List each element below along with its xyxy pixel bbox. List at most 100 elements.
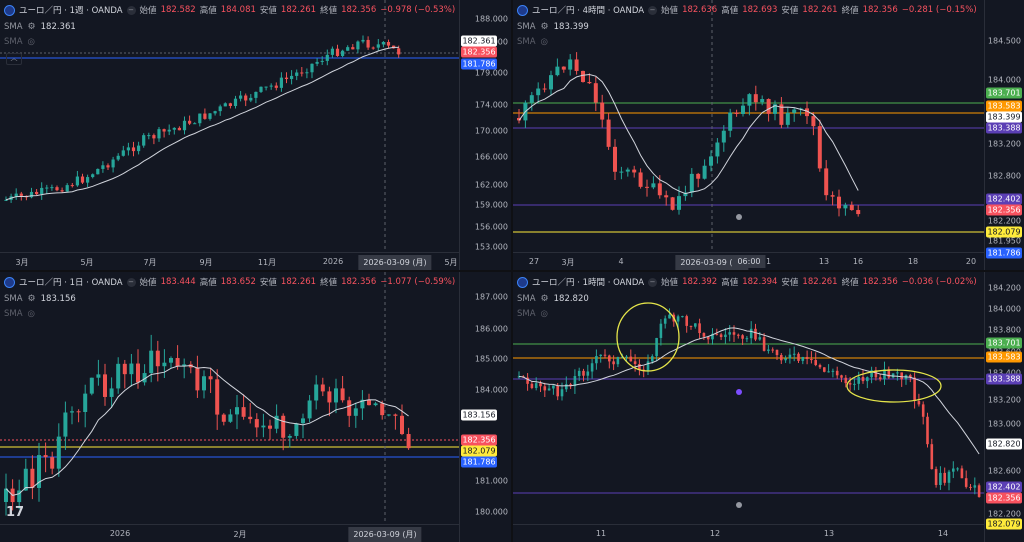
sma-indicator-row-2[interactable]: SMA ◎ — [4, 37, 35, 47]
price-tick-label: 166.000 — [474, 152, 508, 162]
candlestick-chart-4h[interactable] — [513, 0, 984, 252]
currency-flag-icon — [517, 276, 528, 288]
candle-body — [106, 165, 110, 168]
candle-body — [307, 400, 312, 419]
candle-body — [696, 173, 701, 179]
time-axis-daily[interactable]: 2026 2月 2026-03-09 (月) — [0, 524, 459, 542]
candle-body — [587, 81, 592, 84]
candle-body — [573, 376, 577, 387]
chart-pane-4h[interactable]: ユーロ／円 · 4時間 · OANDA − 始値 182.636 高値 182.69… — [513, 0, 1024, 270]
candles-group — [4, 334, 411, 516]
settings-gear-icon[interactable]: ⚙ — [27, 294, 36, 304]
candle-body — [381, 42, 385, 45]
candle-body — [147, 135, 151, 137]
sma-indicator-row-2[interactable]: SMA ◎ — [4, 309, 35, 319]
candle-body — [773, 104, 777, 114]
price-tick-label: 183.200 — [987, 139, 1021, 149]
candle-body — [771, 349, 774, 351]
time-tick-label: 27 — [528, 257, 540, 266]
candle-body — [60, 190, 64, 192]
candle-body — [86, 177, 90, 183]
eye-hidden-icon[interactable]: ◎ — [27, 37, 35, 47]
change-value: −0.281 (−0.15%) — [901, 5, 977, 15]
candle-body — [689, 325, 693, 327]
price-tick-label: 185.000 — [474, 354, 508, 364]
sma-indicator-row[interactable]: SMA ⚙ 182.361 — [4, 22, 76, 32]
collapse-legend-button[interactable]: ︿ — [6, 53, 22, 65]
sma-indicator-row[interactable]: SMA ⚙ 183.156 — [4, 294, 76, 304]
settings-gear-icon[interactable]: ⚙ — [27, 22, 36, 32]
sma-indicator-row-2[interactable]: SMA ◎ — [517, 309, 548, 319]
candle-body — [264, 86, 268, 88]
candle-body — [574, 59, 579, 71]
symbol-title[interactable]: ユーロ／円 · 4時間 · OANDA — [532, 6, 645, 16]
candle-body — [840, 375, 843, 378]
candle-body — [346, 47, 350, 51]
candle-body — [152, 135, 156, 139]
symbol-title[interactable]: ユーロ／円 · 1週 · OANDA — [19, 6, 123, 16]
candlestick-chart-1h[interactable] — [513, 272, 984, 524]
candle-body — [866, 377, 869, 382]
price-tick-label: 182.800 — [987, 171, 1021, 181]
symbol-title[interactable]: ユーロ／円 · 1時間 · OANDA — [532, 278, 645, 288]
candle-body — [874, 370, 878, 378]
price-tag: 182.079 — [986, 518, 1022, 530]
price-axis-weekly[interactable]: 188.000184.000179.000174.000170.000166.0… — [459, 0, 511, 270]
price-tick-label: 184.200 — [987, 283, 1021, 293]
candle-body — [203, 113, 207, 119]
time-axis-4h[interactable]: 273月4611131618202026-03-09 (月)06:00 — [513, 252, 984, 270]
eye-hidden-icon[interactable]: ◎ — [27, 309, 35, 319]
chart-pane-1h[interactable]: ユーロ／円 · 1時間 · OANDA − 始値 182.392 高値 182.39… — [513, 272, 1024, 542]
sma-indicator-row-2[interactable]: SMA ◎ — [517, 37, 548, 47]
price-axis-daily[interactable]: 187.000 186.000 185.000 184.000 181.000 180.0… — [459, 272, 511, 542]
candle-body — [930, 444, 934, 470]
sma-indicator-row[interactable]: SMA ⚙ 182.820 — [517, 294, 589, 304]
candle-body — [741, 105, 745, 114]
candlestick-chart-daily[interactable] — [0, 272, 459, 524]
chart-pane-weekly[interactable]: ユーロ／円 · 1週 · OANDA − 始値 182.582 高値 184.081… — [0, 0, 511, 270]
candle-body — [406, 434, 411, 449]
chart-pane-daily[interactable]: ユーロ／円 · 1日 · OANDA − 始値 183.444 高値 183.652… — [0, 272, 511, 542]
candle-body — [177, 127, 181, 131]
candles-group — [517, 308, 981, 498]
price-tag: 183.399 — [986, 111, 1022, 123]
time-axis-weekly[interactable]: 3月 5月 7月 9月 11月 2026 5月 2026-03-09 (月) — [0, 252, 459, 270]
time-tick-label: 2026 — [109, 529, 131, 538]
candle-body — [719, 334, 723, 338]
candle-body — [109, 388, 114, 397]
settings-gear-icon[interactable]: ⚙ — [540, 294, 549, 304]
price-tag: 183.583 — [986, 100, 1022, 112]
candlestick-chart-weekly[interactable] — [0, 0, 459, 252]
price-axis-1h[interactable]: 184.200184.000183.800183.600183.400183.2… — [984, 272, 1024, 542]
symbol-title[interactable]: ユーロ／円 · 1日 · OANDA — [19, 278, 123, 288]
candle-body — [586, 371, 590, 376]
candle-body — [788, 354, 792, 359]
tradingview-logo[interactable]: 17 — [6, 505, 25, 520]
settings-gear-icon[interactable]: ⚙ — [540, 22, 549, 32]
candle-body — [657, 183, 662, 196]
price-tick-label: 183.400 — [988, 369, 1021, 378]
candle-body — [715, 142, 720, 157]
candle-body — [830, 195, 835, 197]
candle-body — [56, 436, 61, 469]
sma-indicator-row[interactable]: SMA ⚙ 183.399 — [517, 22, 589, 32]
candle-body — [760, 99, 765, 103]
candle-body — [670, 197, 675, 210]
candle-body — [683, 192, 688, 197]
eye-hidden-icon[interactable]: ◎ — [540, 309, 548, 319]
candle-body — [376, 44, 380, 48]
price-tick-label: 174.000 — [474, 100, 508, 110]
price-tick-label: 180.000 — [474, 507, 508, 517]
time-axis-1h[interactable]: 11 12 13 14 — [513, 524, 984, 542]
price-tag: 182.820 — [986, 438, 1022, 450]
candle-body — [193, 123, 197, 125]
candle-body — [310, 63, 314, 73]
candle-body — [261, 425, 266, 428]
candle-body — [741, 335, 744, 339]
change-value: −0.978 (−0.53%) — [380, 5, 456, 15]
candle-body — [857, 376, 860, 384]
candle-body — [284, 77, 289, 80]
candle-body — [223, 103, 227, 107]
eye-hidden-icon[interactable]: ◎ — [540, 37, 548, 47]
price-axis-4h[interactable]: 184.500184.000183.600183.200182.800182.6… — [984, 0, 1024, 270]
